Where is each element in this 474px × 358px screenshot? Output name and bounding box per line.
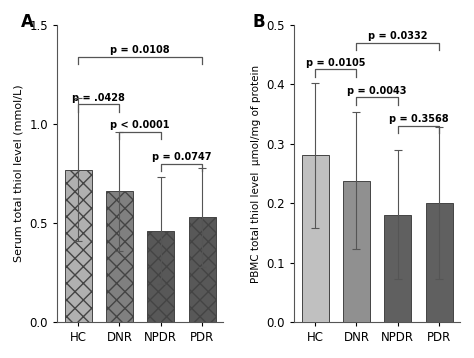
Text: p = .0428: p = .0428 [73,93,125,103]
Bar [384,214,411,322]
Bar [106,191,133,322]
Y-axis label: Serum total thiol level (mmol/L): Serum total thiol level (mmol/L) [14,85,24,262]
Y-axis label: PBMC total thiol level  μmol/mg of protein: PBMC total thiol level μmol/mg of protei… [251,64,261,282]
Bar [64,170,91,322]
Text: B: B [253,13,265,31]
Text: p = 0.0043: p = 0.0043 [347,86,407,96]
Text: p = 0.3568: p = 0.3568 [389,115,448,125]
Bar [147,231,174,322]
Text: p = 0.0105: p = 0.0105 [306,58,365,68]
Text: p = 0.0332: p = 0.0332 [368,31,428,41]
Bar [189,217,216,322]
Text: p = 0.0747: p = 0.0747 [152,152,211,162]
Bar [343,181,370,322]
Bar [426,203,453,322]
Bar [301,155,328,322]
Text: p = 0.0108: p = 0.0108 [110,45,170,55]
Text: A: A [20,13,34,31]
Text: p < 0.0001: p < 0.0001 [110,120,170,130]
